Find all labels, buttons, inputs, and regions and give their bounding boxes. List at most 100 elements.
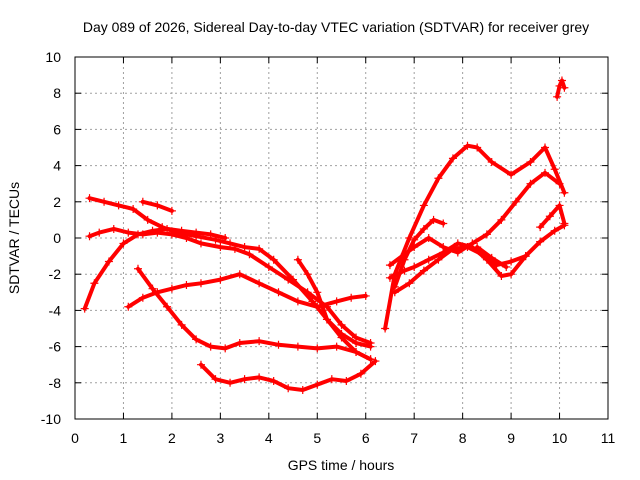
series-sat-c bbox=[80, 224, 230, 313]
data-point-marker bbox=[502, 262, 511, 271]
data-point-marker bbox=[90, 279, 99, 288]
x-tick-label: 2 bbox=[168, 430, 176, 446]
data-point-marker bbox=[293, 342, 302, 351]
data-point-marker bbox=[371, 357, 380, 366]
x-tick-label: 8 bbox=[459, 430, 467, 446]
data-point-marker bbox=[216, 243, 225, 252]
data-point-marker bbox=[274, 340, 283, 349]
series-sat-h bbox=[293, 255, 375, 364]
data-point-marker bbox=[85, 232, 94, 241]
data-point-marker bbox=[550, 165, 559, 174]
x-tick-label: 11 bbox=[601, 430, 616, 446]
data-point-marker bbox=[356, 369, 365, 378]
data-point-marker bbox=[507, 170, 516, 179]
x-tick-label: 10 bbox=[552, 430, 568, 446]
data-point-marker bbox=[182, 281, 191, 290]
data-point-marker bbox=[109, 224, 118, 233]
data-point-marker bbox=[255, 373, 264, 382]
series-sat-k bbox=[385, 168, 564, 270]
data-point-marker bbox=[560, 83, 569, 92]
x-axis-label: GPS time / hours bbox=[288, 457, 395, 473]
data-point-marker bbox=[148, 284, 157, 293]
series-sat-j bbox=[390, 221, 569, 297]
data-point-marker bbox=[298, 386, 307, 395]
series-sat-m bbox=[390, 215, 448, 291]
data-point-marker bbox=[255, 337, 264, 346]
data-point-marker bbox=[381, 324, 390, 333]
data-point-marker bbox=[269, 255, 278, 264]
data-point-marker bbox=[439, 219, 448, 228]
data-point-marker bbox=[129, 205, 138, 214]
x-tick-label: 1 bbox=[120, 430, 128, 446]
x-tick-label: 9 bbox=[507, 430, 515, 446]
data-point-marker bbox=[385, 273, 394, 282]
x-tick-label: 6 bbox=[362, 430, 370, 446]
series-sat-n bbox=[536, 201, 569, 232]
y-tick-label: 0 bbox=[53, 230, 61, 246]
data-point-marker bbox=[226, 239, 235, 248]
grid-lines bbox=[75, 57, 608, 419]
data-point-marker bbox=[337, 333, 346, 342]
data-point-marker bbox=[100, 197, 109, 206]
data-point-marker bbox=[487, 253, 496, 262]
data-point-marker bbox=[124, 302, 133, 311]
data-point-marker bbox=[526, 179, 535, 188]
y-tick-label: 8 bbox=[53, 85, 61, 101]
data-point-marker bbox=[521, 252, 530, 261]
series-sat-o bbox=[553, 76, 569, 101]
data-point-marker bbox=[555, 179, 564, 188]
data-point-marker bbox=[226, 378, 235, 387]
data-point-marker bbox=[153, 201, 162, 210]
y-tick-label: 6 bbox=[53, 121, 61, 137]
data-point-marker bbox=[337, 320, 346, 329]
data-point-marker bbox=[138, 293, 147, 302]
data-point-marker bbox=[448, 154, 457, 163]
data-point-marker bbox=[453, 248, 462, 257]
x-tick-label: 3 bbox=[216, 430, 224, 446]
series-line bbox=[82, 226, 228, 311]
data-point-marker bbox=[124, 228, 133, 237]
series-sat-d bbox=[124, 270, 370, 311]
data-point-marker bbox=[303, 270, 312, 279]
data-point-marker bbox=[560, 188, 569, 197]
data-point-marker bbox=[95, 228, 104, 237]
series-sat-i bbox=[381, 141, 569, 333]
data-point-marker bbox=[177, 226, 186, 235]
data-point-marker bbox=[182, 234, 191, 242]
series-sat-p bbox=[473, 243, 511, 271]
data-point-marker bbox=[536, 237, 545, 246]
data-point-marker bbox=[167, 230, 176, 239]
data-point-marker bbox=[342, 376, 351, 385]
y-tick-labels: -10 -8 -6 -4 -2 0 2 4 6 8 10 bbox=[41, 49, 61, 427]
data-point-marker bbox=[216, 275, 225, 284]
data-point-marker bbox=[206, 230, 215, 239]
series-line bbox=[383, 143, 567, 331]
data-point-marker bbox=[235, 270, 244, 279]
data-point-marker bbox=[196, 239, 205, 248]
data-point-marker bbox=[245, 250, 254, 259]
data-point-marker bbox=[557, 76, 566, 85]
data-point-marker bbox=[419, 266, 428, 275]
series-sat-b bbox=[85, 224, 375, 347]
data-point-marker bbox=[240, 243, 249, 252]
data-point-marker bbox=[255, 279, 264, 288]
data-point-marker bbox=[206, 342, 215, 351]
data-point-marker bbox=[80, 304, 89, 313]
series-line bbox=[538, 203, 567, 230]
y-tick-label: 4 bbox=[53, 158, 61, 174]
data-point-marker bbox=[366, 338, 375, 347]
data-point-marker bbox=[352, 348, 361, 357]
data-point-marker bbox=[163, 302, 172, 311]
series-line bbox=[555, 78, 567, 99]
data-point-marker bbox=[322, 315, 331, 324]
data-series bbox=[80, 76, 569, 395]
data-point-marker bbox=[274, 288, 283, 297]
data-point-marker bbox=[119, 239, 128, 248]
data-point-marker bbox=[104, 257, 113, 266]
data-point-marker bbox=[434, 174, 443, 183]
data-point-marker bbox=[148, 226, 157, 235]
data-point-marker bbox=[196, 360, 205, 369]
y-tick-label: -6 bbox=[49, 339, 62, 355]
data-point-marker bbox=[439, 248, 448, 257]
data-point-marker bbox=[473, 143, 482, 152]
